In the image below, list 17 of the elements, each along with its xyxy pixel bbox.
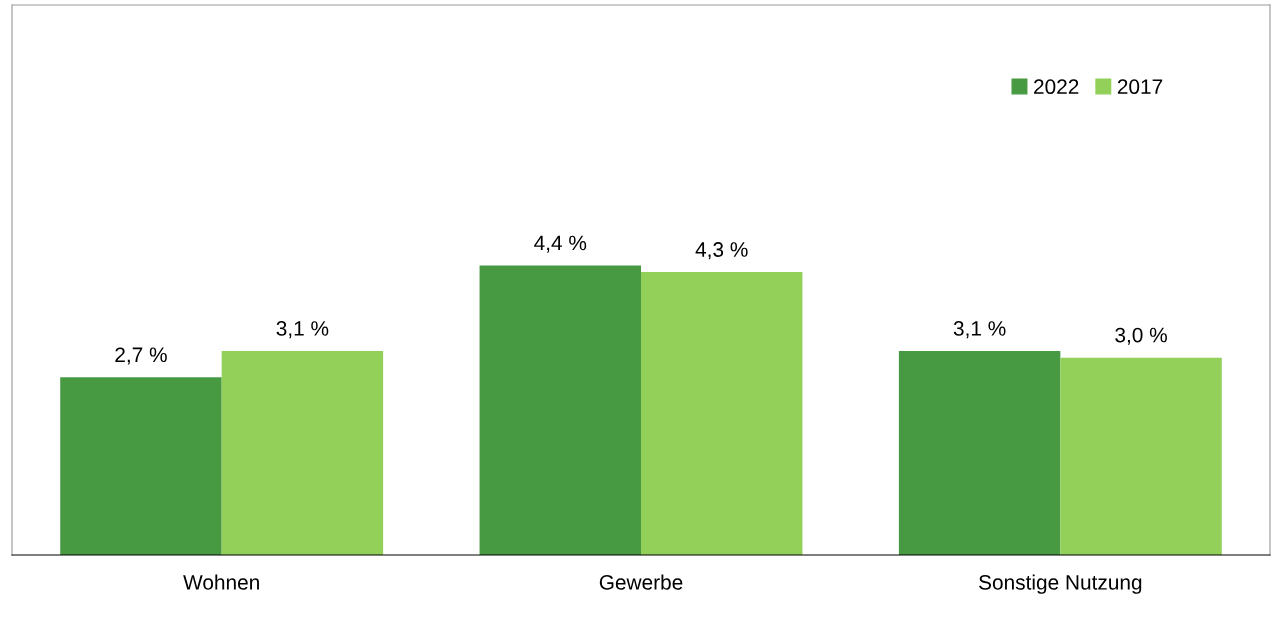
bar — [1060, 357, 1222, 555]
data-label: 3,0 % — [1115, 327, 1167, 345]
bar — [898, 351, 1061, 555]
bar — [221, 351, 384, 555]
x-tick-label: Sonstige Nutzung — [979, 574, 1142, 594]
legend-label: 2017 — [1117, 79, 1163, 95]
bar — [60, 377, 222, 555]
data-label: 4,4 % — [534, 235, 587, 253]
legend-label: 2022 — [1034, 79, 1079, 95]
data-label: 4,3 % — [695, 242, 748, 260]
bar — [479, 265, 641, 555]
x-tick-label: Wohnen — [183, 574, 259, 590]
data-label: 3,1 % — [953, 321, 1006, 339]
bar — [641, 272, 803, 555]
x-tick-label: Gewerbe — [599, 574, 683, 590]
data-label: 3,1 % — [276, 321, 329, 339]
data-label: 2,7 % — [115, 347, 167, 365]
